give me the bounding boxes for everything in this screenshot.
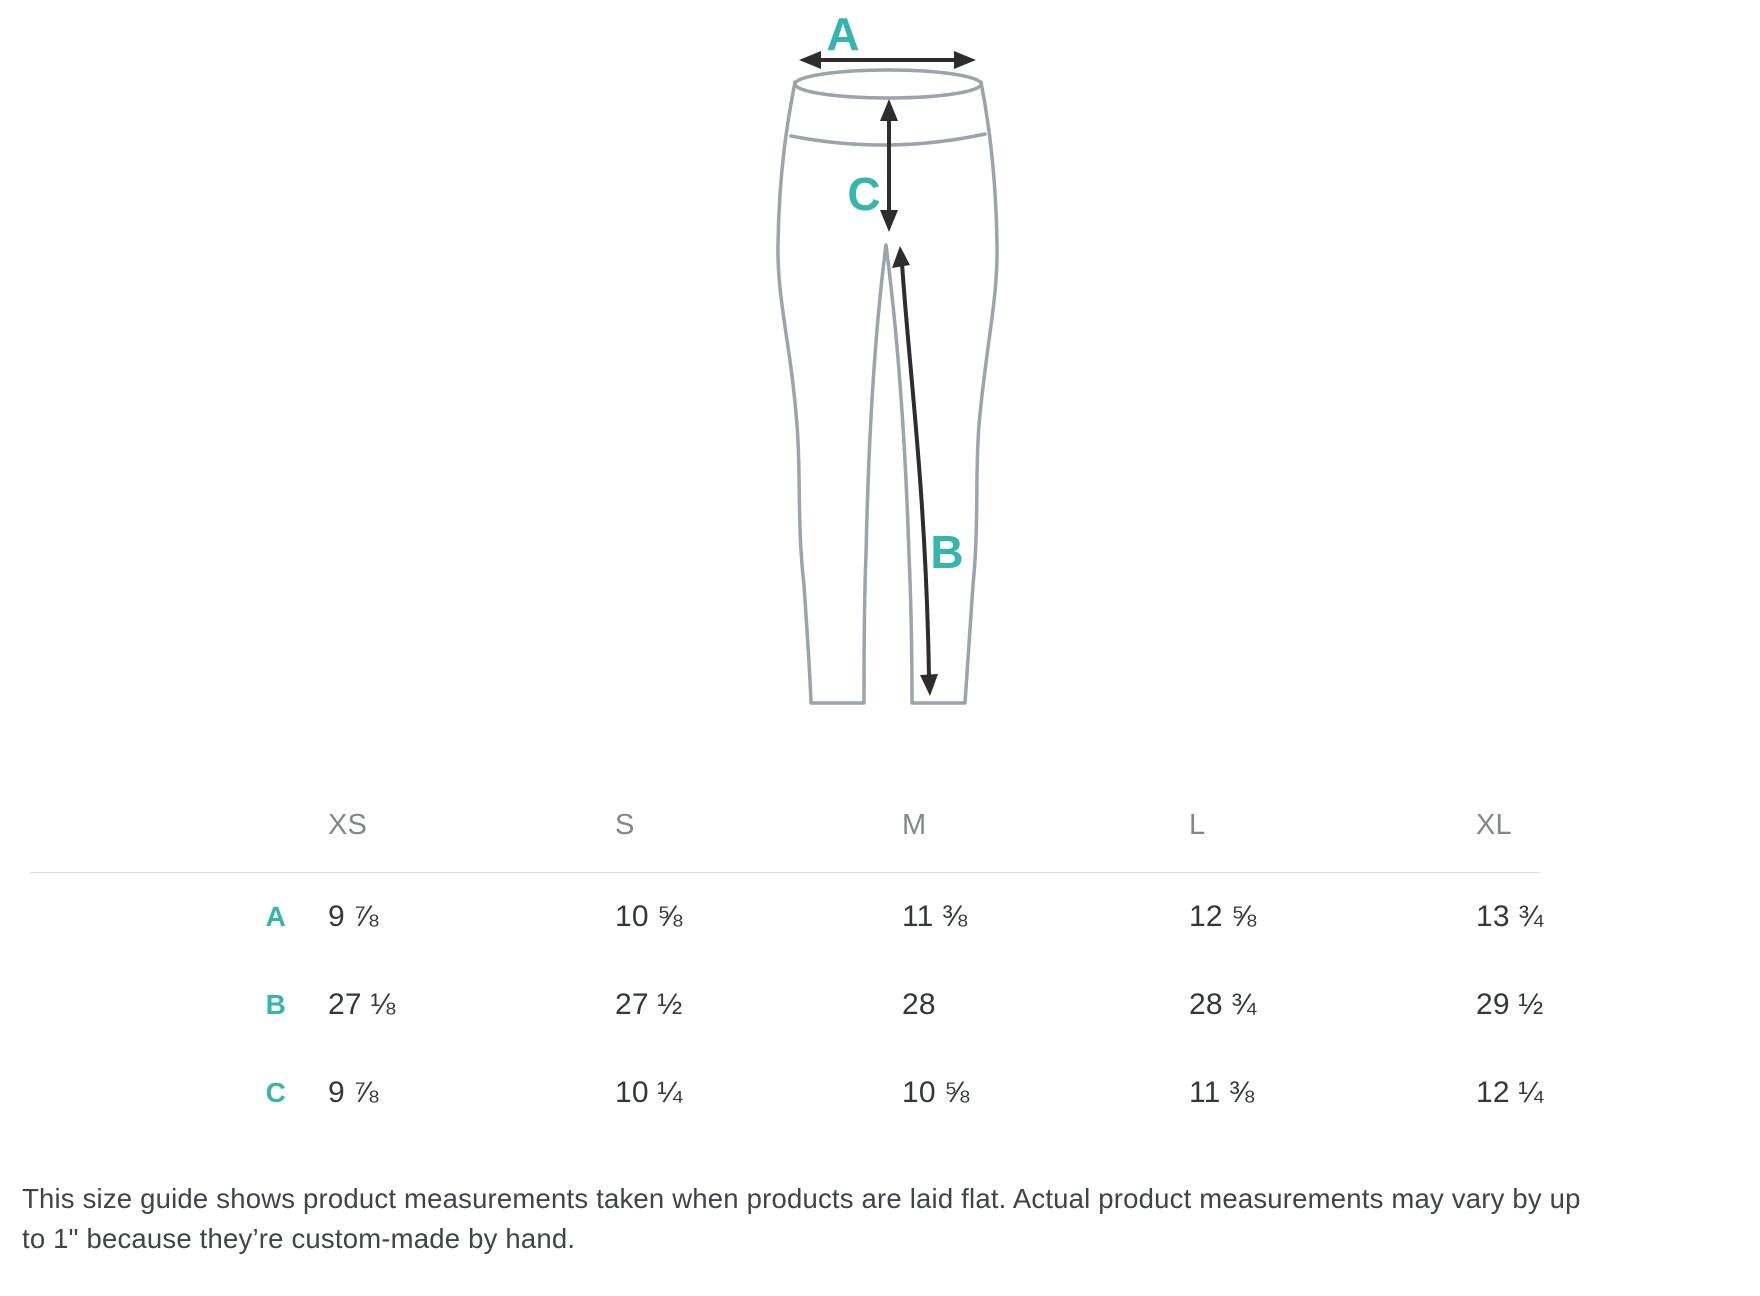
value-a-s: 10 ⅝ (615, 900, 683, 933)
column-header-s: S (615, 809, 635, 841)
column-header-xl: XL (1476, 809, 1512, 841)
inseam-arrow-b (892, 246, 938, 696)
column-header-m: M (902, 809, 927, 841)
value-c-s: 10 ¼ (615, 1076, 683, 1109)
arrowhead-down-icon (880, 210, 898, 232)
value-b-s: 27 ½ (615, 988, 683, 1021)
value-c-m: 10 ⅝ (902, 1076, 970, 1109)
column-header-l: L (1189, 809, 1206, 841)
leggings-diagram: A C B (776, 8, 999, 705)
value-c-l: 11 ⅜ (1189, 1076, 1255, 1109)
rise-arrow-c (880, 99, 898, 232)
value-a-l: 12 ⅝ (1189, 900, 1257, 933)
row-label-c: C (265, 1077, 286, 1108)
table-row-a: A 9 ⅞ 10 ⅝ 11 ⅜ 12 ⅝ 13 ¾ (30, 873, 1735, 961)
value-b-xl: 29 ½ (1476, 988, 1544, 1021)
arrowhead-left-icon (799, 51, 821, 69)
size-table: XS S M L XL A 9 ⅞ 10 ⅝ 11 ⅜ 12 ⅝ 13 ¾ B … (30, 779, 1735, 1137)
width-arrow-a (799, 51, 976, 69)
column-header-xs: XS (328, 809, 368, 841)
arrowhead-down-icon (920, 674, 938, 696)
leggings-outline (776, 68, 999, 705)
value-b-l: 28 ¾ (1189, 988, 1257, 1021)
value-b-xs: 27 ⅛ (328, 988, 396, 1021)
value-a-xl: 13 ¾ (1476, 900, 1544, 933)
size-guide-disclaimer: This size guide shows product measuremen… (22, 1183, 1581, 1254)
row-label-a: A (265, 901, 286, 932)
row-label-b: B (265, 989, 286, 1020)
diagram-label-a: A (826, 8, 859, 60)
table-row-c: C 9 ⅞ 10 ¼ 10 ⅝ 11 ⅜ 12 ¼ (30, 1049, 1735, 1137)
waist-opening (793, 68, 983, 100)
value-a-xs: 9 ⅞ (328, 900, 379, 933)
diagram-label-c: C (847, 168, 880, 220)
arrowhead-right-icon (954, 51, 976, 69)
table-row-b: B 27 ⅛ 27 ½ 28 28 ¾ 29 ½ (30, 961, 1735, 1049)
value-b-m: 28 (902, 988, 936, 1021)
arrowhead-up-icon (892, 246, 910, 268)
table-separator (30, 872, 1540, 873)
leggings-silhouette (776, 80, 999, 705)
value-a-m: 11 ⅜ (902, 900, 968, 933)
arrowhead-up-icon (880, 99, 898, 121)
value-c-xl: 12 ¼ (1476, 1076, 1544, 1109)
diagram-label-b: B (930, 526, 963, 578)
value-c-xs: 9 ⅞ (328, 1076, 379, 1109)
size-table-header-row: XS S M L XL (30, 779, 1735, 872)
leggings-diagram-svg: A C B (776, 8, 999, 705)
